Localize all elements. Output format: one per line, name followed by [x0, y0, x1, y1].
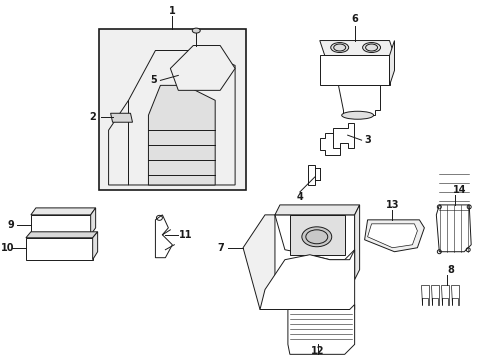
- Polygon shape: [170, 45, 235, 90]
- Polygon shape: [274, 215, 354, 260]
- Ellipse shape: [192, 28, 200, 33]
- Text: 6: 6: [350, 14, 357, 24]
- Polygon shape: [450, 285, 458, 305]
- Polygon shape: [243, 215, 274, 310]
- Polygon shape: [287, 305, 354, 354]
- Ellipse shape: [301, 227, 331, 247]
- Polygon shape: [26, 238, 92, 260]
- Polygon shape: [364, 220, 424, 252]
- Ellipse shape: [362, 42, 380, 53]
- Polygon shape: [110, 113, 132, 122]
- Polygon shape: [389, 41, 394, 85]
- Polygon shape: [421, 285, 428, 305]
- Polygon shape: [92, 232, 98, 260]
- Polygon shape: [274, 205, 359, 215]
- Text: 9: 9: [8, 220, 14, 230]
- Polygon shape: [337, 85, 379, 115]
- Ellipse shape: [341, 111, 373, 119]
- Polygon shape: [430, 285, 438, 305]
- Polygon shape: [26, 232, 98, 238]
- Text: 7: 7: [217, 243, 224, 253]
- Text: 5: 5: [150, 75, 157, 85]
- Text: 4: 4: [296, 192, 303, 202]
- Polygon shape: [128, 50, 235, 185]
- Polygon shape: [440, 285, 448, 305]
- Polygon shape: [31, 208, 96, 215]
- Bar: [289, 215, 344, 255]
- Polygon shape: [31, 215, 90, 235]
- Polygon shape: [307, 165, 314, 185]
- Polygon shape: [148, 85, 215, 185]
- Text: 14: 14: [451, 185, 465, 195]
- Text: 11: 11: [178, 230, 192, 240]
- Text: 12: 12: [310, 346, 324, 356]
- Text: 2: 2: [89, 112, 96, 122]
- Polygon shape: [108, 100, 128, 185]
- Text: 8: 8: [447, 265, 454, 275]
- Polygon shape: [319, 55, 389, 85]
- Polygon shape: [367, 224, 417, 248]
- Text: 3: 3: [364, 135, 370, 145]
- Bar: [99, 28, 245, 190]
- Text: 1: 1: [169, 6, 175, 15]
- Polygon shape: [354, 205, 359, 280]
- Text: 13: 13: [385, 200, 398, 210]
- Polygon shape: [332, 123, 353, 148]
- Ellipse shape: [330, 42, 348, 53]
- Polygon shape: [90, 208, 96, 235]
- Polygon shape: [260, 250, 354, 310]
- Text: 10: 10: [1, 243, 15, 253]
- Polygon shape: [319, 41, 394, 55]
- Polygon shape: [319, 133, 339, 155]
